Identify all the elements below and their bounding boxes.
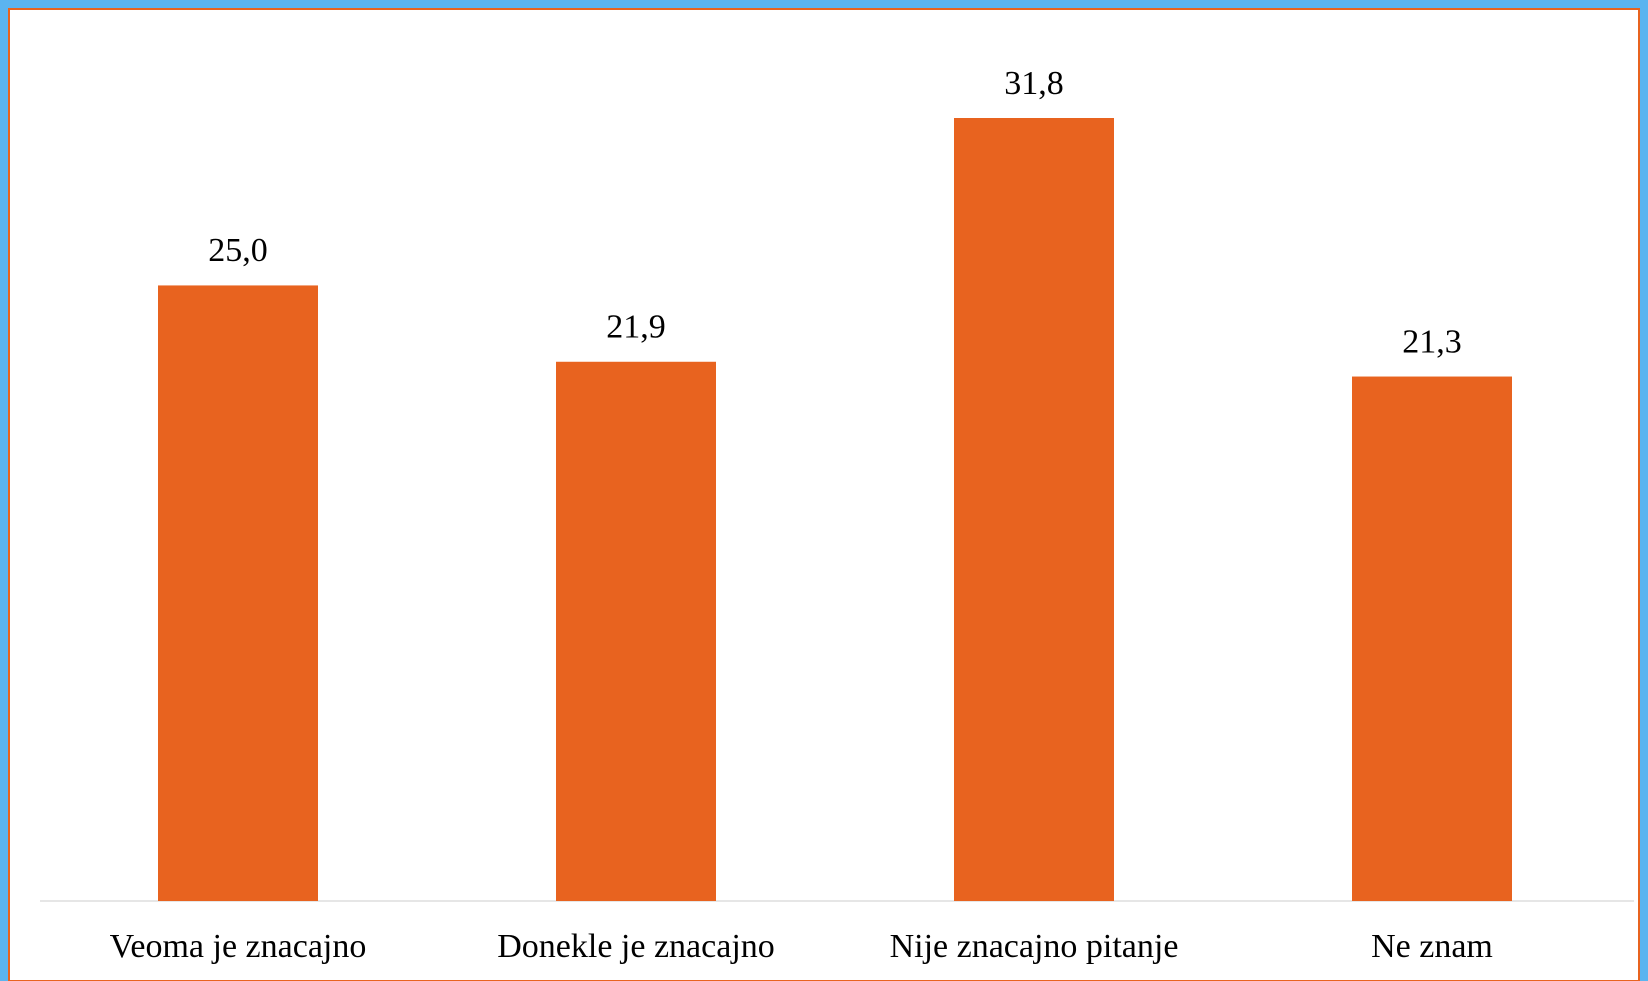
value-label: 21,3: [1402, 323, 1462, 360]
bar: [1352, 376, 1512, 902]
bar: [954, 118, 1114, 901]
value-label: 31,8: [1004, 65, 1064, 102]
x-tick-label: Donekle je znacajno: [497, 928, 775, 965]
bar: [158, 285, 318, 901]
value-label: 21,9: [606, 309, 666, 346]
x-tick-label: Ne znam: [1371, 928, 1493, 965]
value-label: 25,0: [208, 232, 268, 269]
x-tick-label: Nije znacajno pitanje: [890, 928, 1179, 965]
bar: [556, 361, 716, 901]
x-tick-label: Veoma je znacajno: [110, 928, 367, 965]
